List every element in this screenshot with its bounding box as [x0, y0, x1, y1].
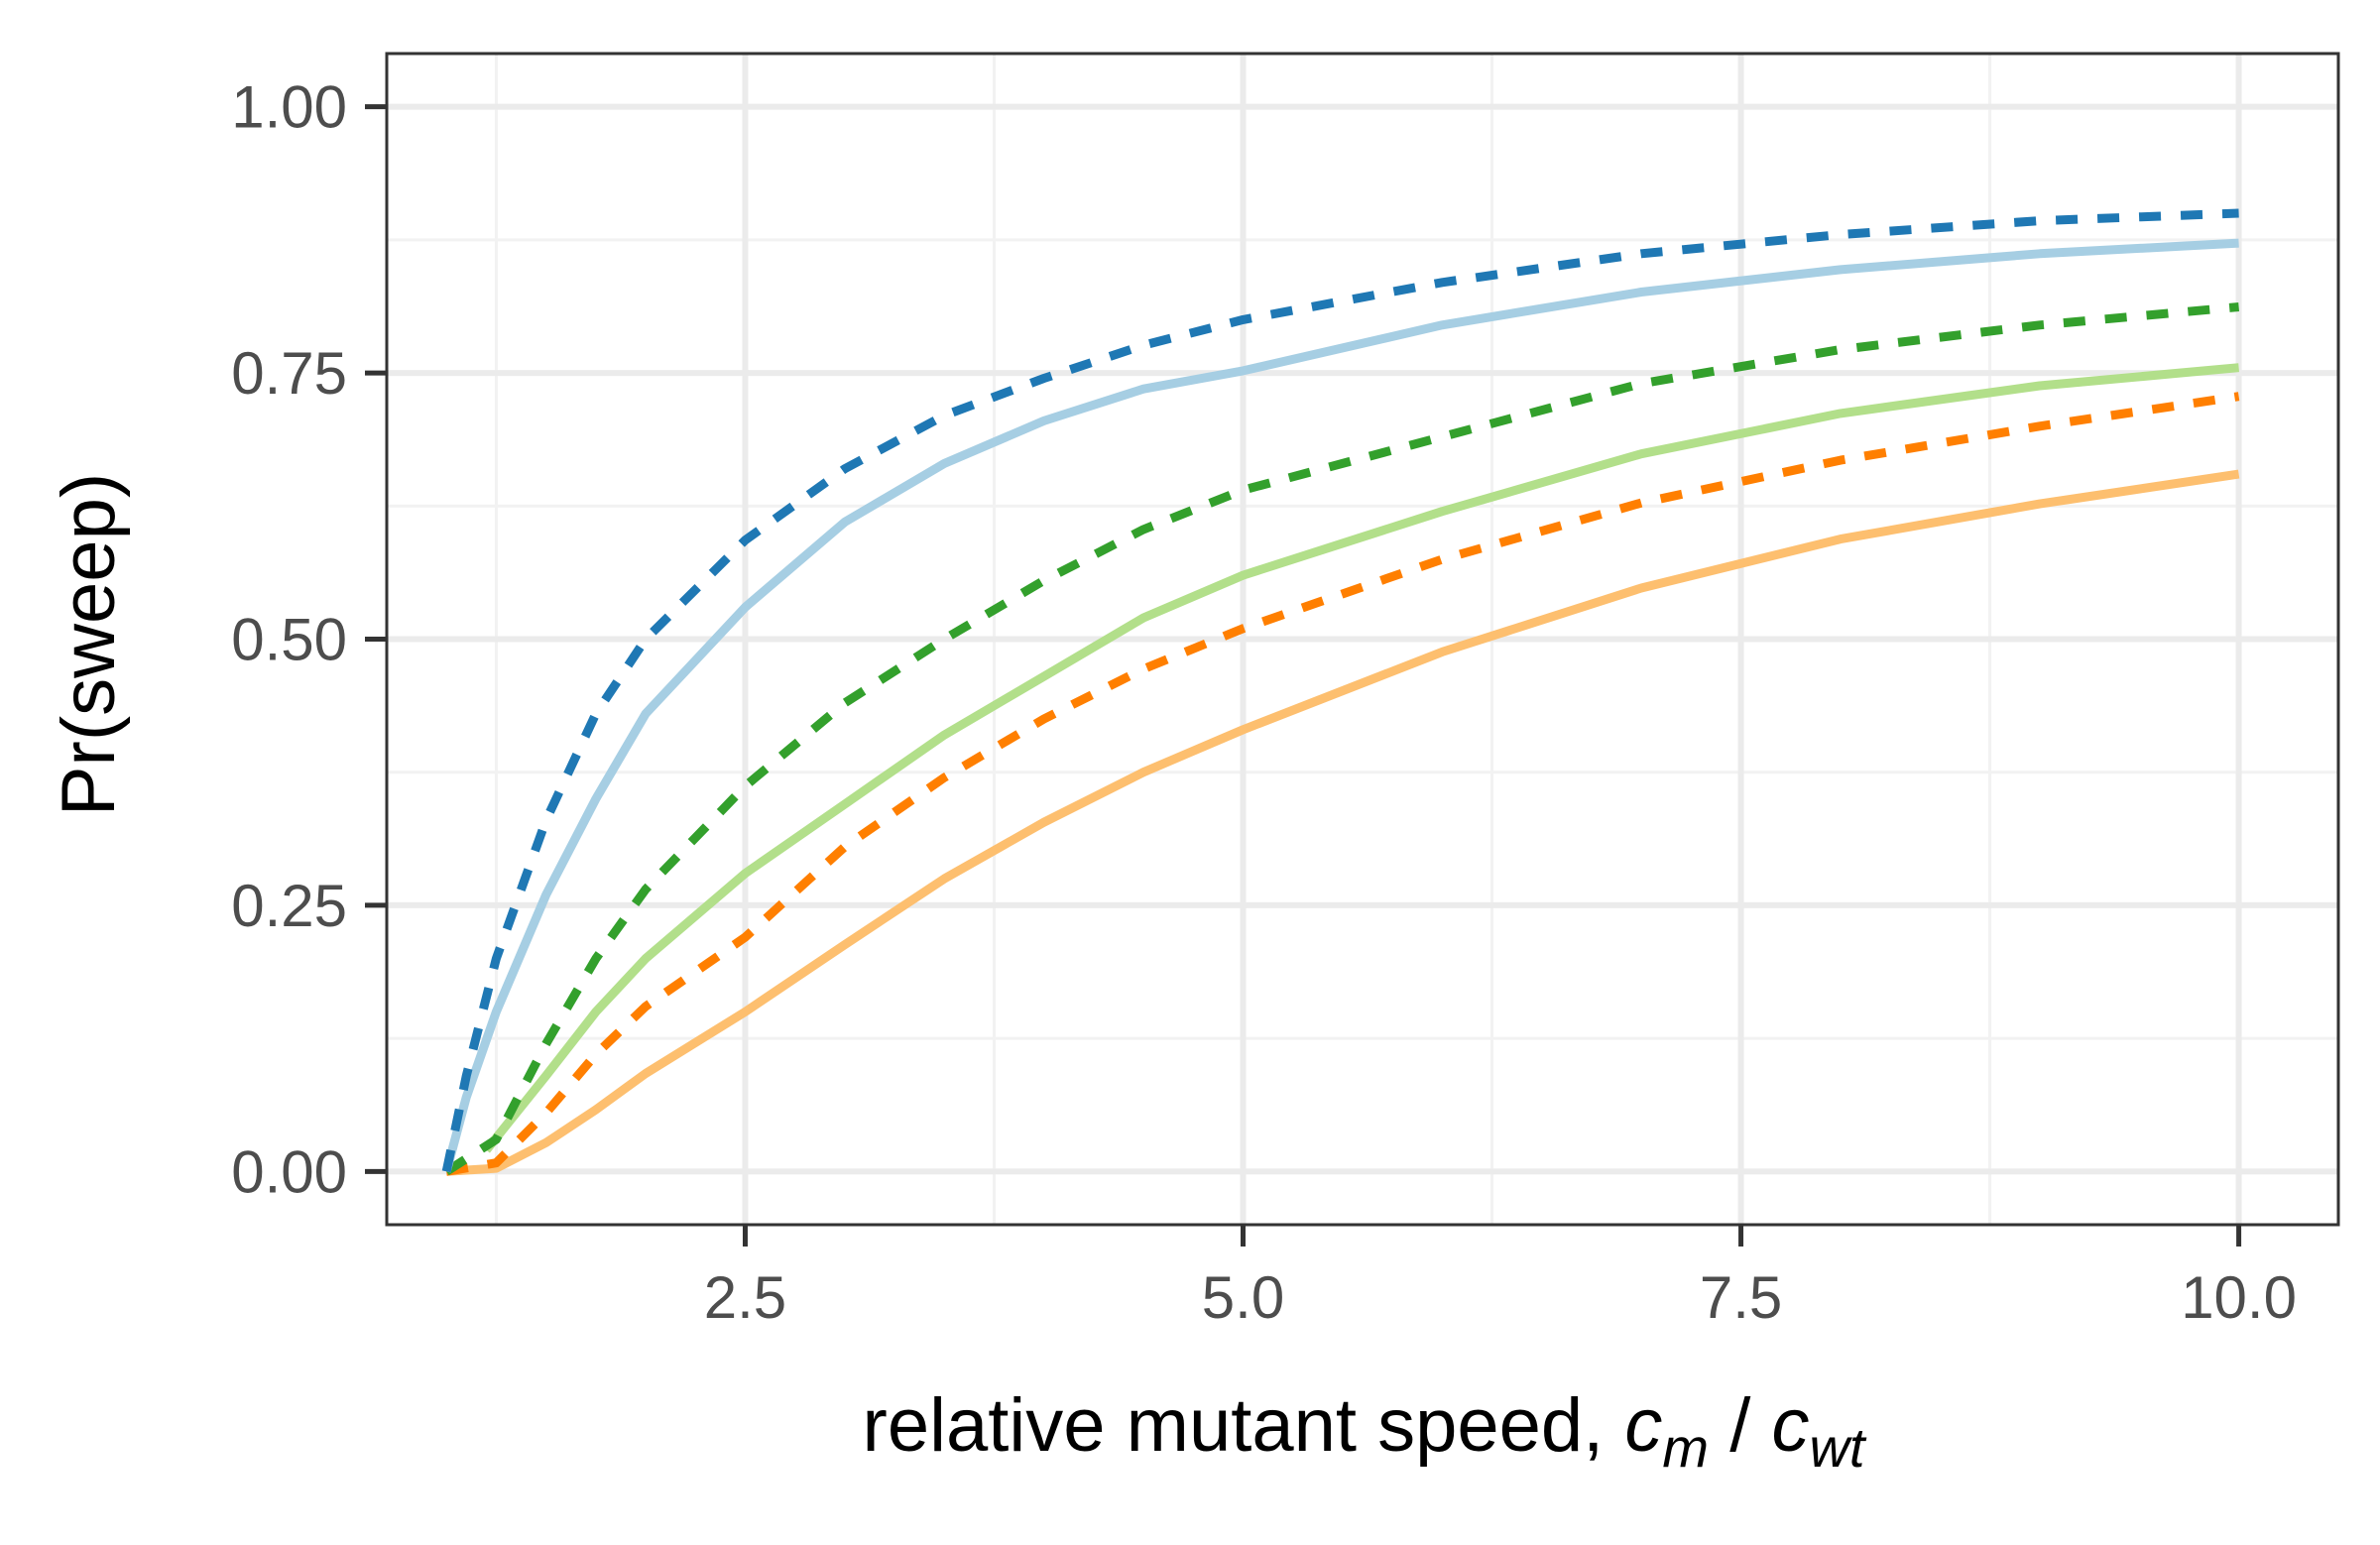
x-axis-ticks: 2.5 5.0 7.5 10.0 [704, 1225, 2297, 1331]
x-axis-title-numerator: c [1624, 1383, 1662, 1468]
x-axis-title-divider: / [1709, 1383, 1771, 1468]
y-axis-ticks: 0.00 0.25 0.50 0.75 1.00 [231, 74, 387, 1205]
x-axis-title-numerator-subscript: m [1662, 1416, 1709, 1479]
x-tick-label: 7.5 [1700, 1264, 1782, 1331]
y-tick-label: 0.00 [231, 1138, 347, 1205]
y-axis-title: Pr(sweep) [47, 473, 131, 816]
y-tick-label: 1.00 [231, 74, 347, 141]
y-tick-label: 0.50 [231, 607, 347, 673]
x-tick-label: 5.0 [1202, 1264, 1284, 1331]
x-tick-label: 10.0 [2181, 1264, 2297, 1331]
x-tick-label: 2.5 [704, 1264, 786, 1331]
series-line-1 [445, 469, 2240, 1176]
series-lines [441, 208, 2240, 1176]
series-line-3 [482, 363, 2240, 1153]
x-axis-title: relative mutant speed, cm / cwt [863, 1383, 1867, 1479]
x-axis-title-denominator-subscript: wt [1809, 1416, 1866, 1479]
y-tick-label: 0.25 [231, 873, 347, 939]
y-tick-label: 0.75 [231, 340, 347, 407]
x-axis-title-prefix: relative mutant speed, [863, 1383, 1625, 1468]
x-axis-title-denominator: c [1771, 1383, 1809, 1468]
series-line-4 [443, 302, 2240, 1176]
series-line-5 [441, 238, 2239, 1173]
